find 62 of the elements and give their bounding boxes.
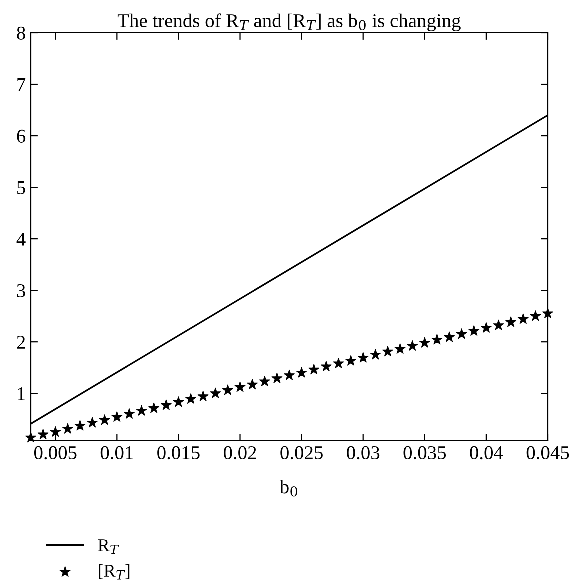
point	[74, 420, 86, 431]
point	[444, 332, 455, 342]
point	[62, 423, 74, 434]
legend-label: [R$_{T}$]	[99, 564, 130, 580]
point	[136, 405, 148, 416]
point	[234, 382, 246, 392]
point	[222, 384, 234, 396]
point	[480, 322, 492, 333]
point	[394, 344, 406, 354]
point	[419, 337, 430, 348]
point	[296, 367, 308, 378]
y-tick-label: 7	[18, 78, 26, 92]
y-tick-label: 1	[18, 388, 25, 400]
point	[320, 361, 332, 372]
point	[518, 314, 529, 324]
point	[186, 394, 196, 404]
chart-title: The trends of R$_{T}$ and [R$_{T}$] as b$_{0}$ is changing	[118, 14, 461, 32]
point	[247, 379, 258, 390]
x-tick-label: 0.03	[347, 446, 380, 460]
point	[259, 376, 270, 386]
x-tick-label: 0.02	[224, 446, 256, 460]
point	[210, 388, 222, 398]
x-tick-label: 0.025	[280, 446, 323, 460]
x-tick-label: 0.005	[34, 446, 77, 460]
legend-label: R$_{T}$	[98, 540, 120, 554]
y-tick-label: 3	[17, 284, 26, 298]
point	[346, 355, 357, 366]
point	[432, 334, 443, 345]
x-tick-label: 0.04	[470, 446, 504, 460]
y-tick-label: 6	[17, 130, 26, 143]
point	[87, 417, 98, 428]
point	[112, 412, 123, 422]
x-tick-label: 0.01	[100, 446, 134, 460]
point	[173, 396, 184, 408]
point	[506, 316, 517, 328]
y-tick-label: 8	[17, 26, 26, 40]
point	[272, 372, 283, 384]
point	[284, 370, 295, 380]
point	[308, 364, 320, 375]
point	[382, 346, 394, 357]
x-tick-label: 0.045	[526, 446, 570, 460]
point	[493, 320, 504, 330]
point	[160, 400, 172, 410]
x-tick-label: 0.015	[158, 446, 200, 460]
point	[530, 310, 542, 322]
point	[358, 352, 369, 363]
point	[38, 429, 49, 440]
point	[370, 349, 382, 360]
y-tick-label: 5	[18, 182, 26, 194]
point	[456, 328, 468, 340]
point	[124, 408, 135, 419]
y-tick-label: 2	[17, 336, 26, 349]
x-tick-label: 0.035	[404, 446, 446, 460]
point	[50, 426, 62, 437]
point	[407, 340, 418, 351]
point	[468, 326, 480, 336]
point	[148, 402, 160, 414]
point	[198, 390, 209, 402]
x-axis-title: b$_{0}$	[280, 480, 298, 497]
point	[99, 414, 110, 426]
y-tick-label: 4	[16, 233, 26, 246]
point	[333, 358, 344, 368]
